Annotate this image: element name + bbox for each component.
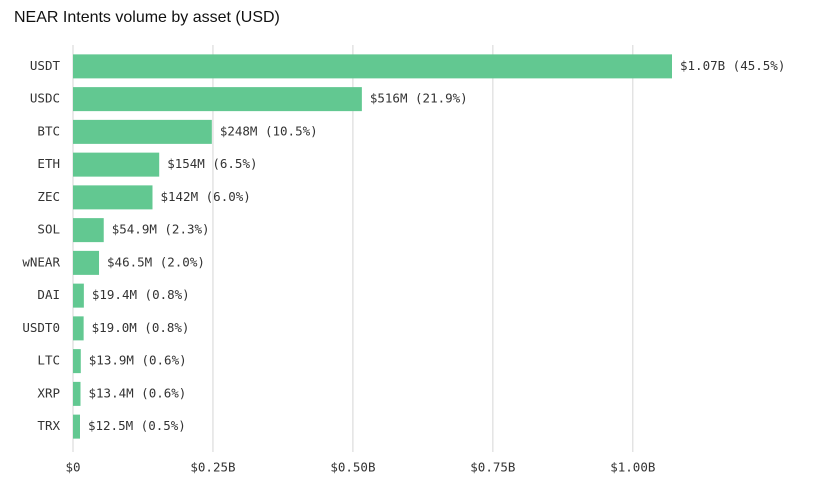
y-tick-label: LTC xyxy=(37,353,60,368)
y-tick-label: USDT xyxy=(30,58,61,73)
y-tick-label: wNEAR xyxy=(22,254,60,269)
y-tick-label: SOL xyxy=(37,222,60,237)
value-label: $54.9M (2.3%) xyxy=(112,222,210,237)
value-label: $142M (6.0%) xyxy=(160,189,250,204)
value-label: $19.0M (0.8%) xyxy=(92,320,190,335)
value-label: $13.4M (0.6%) xyxy=(89,385,187,400)
bar xyxy=(73,283,84,308)
y-tick-label: ZEC xyxy=(37,189,60,204)
y-tick-label: TRX xyxy=(37,418,60,433)
x-tick-label: $0 xyxy=(65,460,80,475)
y-tick-label: BTC xyxy=(37,123,60,138)
value-label: $154M (6.5%) xyxy=(167,156,257,171)
chart-title: NEAR Intents volume by asset (USD) xyxy=(14,9,280,26)
bar xyxy=(73,185,153,210)
x-tick-label: $1.00B xyxy=(610,460,655,475)
x-tick-label: $0.25B xyxy=(190,460,235,475)
bar xyxy=(73,152,160,177)
value-label: $46.5M (2.0%) xyxy=(107,254,205,269)
value-label: $13.9M (0.6%) xyxy=(89,353,187,368)
bar xyxy=(73,54,672,79)
x-tick-label: $0.50B xyxy=(330,460,375,475)
value-label: $12.5M (0.5%) xyxy=(88,418,186,433)
y-tick-label: XRP xyxy=(37,385,60,400)
y-tick-label: DAI xyxy=(37,287,60,302)
y-tick-label: ETH xyxy=(37,156,60,171)
bar xyxy=(73,250,100,275)
value-label: $248M (10.5%) xyxy=(220,123,318,138)
bar xyxy=(73,218,104,243)
y-tick-label: USDC xyxy=(30,91,60,106)
bar xyxy=(73,349,81,374)
y-tick-label: USDT0 xyxy=(22,320,60,335)
value-label: $1.07B (45.5%) xyxy=(680,58,785,73)
bar xyxy=(73,316,84,341)
value-label: $516M (21.9%) xyxy=(370,91,468,106)
bar xyxy=(73,87,362,112)
bar xyxy=(73,381,81,406)
x-tick-label: $0.75B xyxy=(470,460,515,475)
bar xyxy=(73,414,80,439)
value-label: $19.4M (0.8%) xyxy=(92,287,190,302)
bar xyxy=(73,119,212,144)
